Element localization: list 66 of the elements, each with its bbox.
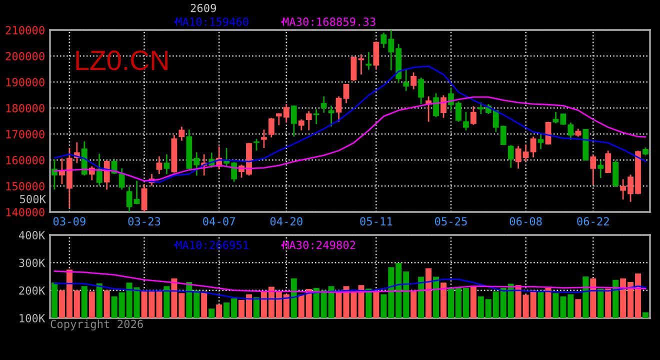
candlestick [470, 105, 476, 126]
candlestick [261, 128, 267, 149]
y-tick-label: 160000 [6, 156, 44, 164]
x-tick-label: 06-22 [577, 217, 609, 226]
x-tick-label: 06-08 [510, 217, 542, 226]
candlestick [156, 156, 162, 175]
candlestick [418, 76, 424, 105]
line-series [54, 278, 646, 300]
y-tick-label: 210000 [6, 26, 44, 34]
candlestick [313, 108, 320, 125]
y-tick-label: 180000 [6, 104, 44, 112]
y-tick-label: 100K [20, 314, 46, 322]
y-tick-label: 200K [19, 286, 46, 295]
candlestick [290, 104, 297, 138]
candlestick [598, 160, 604, 179]
candlestick [178, 126, 185, 142]
x-tick-label: 03-23 [128, 217, 160, 226]
x-tick-label: 04-20 [270, 217, 302, 226]
candlestick [612, 160, 619, 188]
candlestick [52, 158, 58, 190]
candlestick [111, 158, 118, 175]
candlestick [590, 154, 596, 186]
annotation: LZ0.CN [76, 50, 168, 70]
candlestick [306, 110, 312, 132]
candlestick [373, 41, 380, 70]
candlestick [164, 154, 170, 175]
candlestick [403, 69, 410, 92]
candlestick [538, 134, 544, 150]
legend-label: MA30:249802 [282, 240, 356, 250]
candlestick [343, 83, 350, 104]
candlestick [350, 56, 357, 82]
candlestick [433, 92, 439, 118]
legend-label: MA30:168859.33 [282, 18, 376, 26]
candlestick [320, 96, 327, 114]
x-tick-label: 05-11 [360, 217, 392, 226]
candlestick [104, 159, 110, 190]
legend-label: MA10:266951 [176, 240, 248, 250]
y-tick-label: 190000 [6, 78, 44, 86]
candlestick [96, 153, 102, 186]
candlestick [336, 96, 342, 122]
candlestick [605, 150, 612, 174]
candlestick [254, 138, 260, 152]
y-tick-label: 200000 [6, 52, 44, 60]
candlestick [508, 144, 514, 168]
y-tick-label: 150000 [6, 182, 44, 190]
candlestick [298, 118, 304, 132]
text: Copyright 2026 [50, 320, 143, 330]
x-tick-label: 03-09 [53, 217, 86, 226]
candlestick [568, 122, 574, 140]
x-tick-label: 04-07 [203, 217, 235, 226]
candlestick [463, 111, 469, 132]
candlestick [268, 117, 274, 138]
y-tick-label: 400K [18, 231, 46, 240]
candlestick [552, 111, 559, 124]
text: 500K [20, 194, 46, 204]
y-tick-label: 300K [19, 258, 46, 268]
candlestick [440, 94, 446, 119]
legend-label: MA10:159460 [176, 18, 248, 26]
candlestick [410, 72, 417, 90]
line-series [54, 270, 646, 293]
x-tick-label: 05-25 [434, 217, 467, 226]
y-tick-label: 170000 [6, 130, 44, 138]
candlestick [141, 183, 148, 212]
y-tick-label: 140000 [6, 208, 44, 216]
chart-title: 2609 [190, 4, 216, 12]
candlestick [118, 168, 125, 190]
